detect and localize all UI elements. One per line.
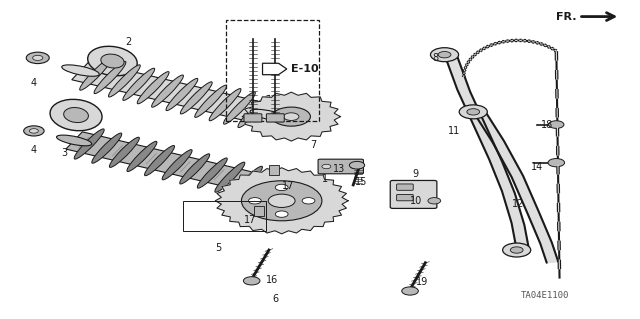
Bar (182, 201, 266, 231)
Ellipse shape (137, 71, 169, 104)
Ellipse shape (109, 137, 140, 167)
Text: 17: 17 (244, 215, 256, 225)
Polygon shape (66, 132, 271, 194)
Ellipse shape (145, 145, 175, 176)
Ellipse shape (195, 85, 227, 117)
Ellipse shape (74, 129, 104, 159)
Text: 12: 12 (512, 199, 524, 209)
Ellipse shape (232, 166, 262, 197)
Circle shape (248, 197, 261, 204)
Text: 17: 17 (282, 182, 294, 191)
Circle shape (275, 211, 288, 217)
Circle shape (431, 48, 459, 62)
FancyBboxPatch shape (397, 184, 413, 190)
Text: 2: 2 (125, 37, 132, 47)
Text: TA04E1100: TA04E1100 (521, 291, 569, 300)
Ellipse shape (61, 65, 99, 76)
Circle shape (438, 51, 451, 58)
Circle shape (349, 161, 365, 169)
Circle shape (243, 277, 260, 285)
Circle shape (272, 107, 310, 126)
Text: FR.: FR. (556, 11, 577, 22)
Text: 7: 7 (310, 140, 317, 150)
Text: 6: 6 (272, 294, 278, 304)
Text: 1: 1 (322, 174, 328, 183)
Text: 18: 18 (541, 120, 553, 130)
Circle shape (302, 197, 315, 204)
Ellipse shape (166, 78, 198, 111)
FancyBboxPatch shape (397, 195, 413, 201)
FancyBboxPatch shape (390, 181, 437, 208)
Polygon shape (262, 63, 287, 75)
Text: 10: 10 (410, 196, 422, 206)
Circle shape (548, 159, 564, 167)
Circle shape (284, 113, 299, 121)
Circle shape (467, 109, 479, 115)
Polygon shape (72, 61, 278, 124)
Ellipse shape (108, 65, 140, 97)
FancyBboxPatch shape (244, 114, 262, 122)
Text: E-10: E-10 (291, 64, 319, 74)
Ellipse shape (92, 133, 122, 163)
Text: 16: 16 (266, 275, 278, 285)
Circle shape (502, 243, 531, 257)
Ellipse shape (63, 108, 88, 122)
Polygon shape (473, 111, 558, 263)
Text: 4: 4 (31, 78, 37, 88)
Bar (226, 20, 319, 122)
Ellipse shape (209, 89, 241, 121)
Circle shape (460, 105, 487, 119)
Circle shape (268, 194, 295, 207)
Circle shape (33, 55, 43, 60)
FancyBboxPatch shape (266, 114, 284, 122)
Ellipse shape (180, 82, 212, 114)
Ellipse shape (50, 99, 102, 131)
Text: 19: 19 (416, 277, 428, 287)
Text: 14: 14 (531, 162, 543, 173)
Ellipse shape (123, 68, 155, 100)
Ellipse shape (56, 135, 92, 146)
Circle shape (351, 164, 360, 169)
Polygon shape (269, 165, 279, 175)
Circle shape (29, 129, 38, 133)
Ellipse shape (250, 109, 288, 121)
Text: 3: 3 (61, 148, 68, 158)
Ellipse shape (127, 141, 157, 172)
Ellipse shape (197, 158, 227, 188)
Ellipse shape (180, 154, 210, 184)
Circle shape (548, 121, 564, 128)
Ellipse shape (88, 46, 137, 76)
Circle shape (402, 287, 419, 295)
Circle shape (510, 247, 523, 253)
Circle shape (26, 52, 49, 63)
Text: 13: 13 (333, 164, 346, 174)
Circle shape (24, 126, 44, 136)
Ellipse shape (162, 150, 192, 180)
Text: 8: 8 (432, 53, 438, 63)
Text: 4: 4 (31, 145, 37, 155)
Ellipse shape (152, 75, 184, 107)
Text: 11: 11 (448, 126, 460, 136)
Text: 9: 9 (413, 169, 419, 179)
Circle shape (241, 181, 322, 221)
FancyBboxPatch shape (318, 159, 364, 174)
Text: 5: 5 (214, 243, 221, 253)
Ellipse shape (94, 62, 126, 93)
Polygon shape (254, 206, 264, 216)
Ellipse shape (101, 54, 124, 68)
Circle shape (428, 197, 441, 204)
Ellipse shape (79, 58, 111, 90)
Ellipse shape (245, 180, 280, 190)
Polygon shape (445, 55, 529, 252)
Ellipse shape (215, 162, 245, 192)
Text: 15: 15 (355, 177, 368, 187)
Polygon shape (215, 168, 348, 234)
Circle shape (322, 164, 331, 169)
Ellipse shape (238, 95, 270, 128)
Ellipse shape (223, 92, 255, 124)
Circle shape (275, 184, 288, 191)
Polygon shape (242, 92, 340, 141)
